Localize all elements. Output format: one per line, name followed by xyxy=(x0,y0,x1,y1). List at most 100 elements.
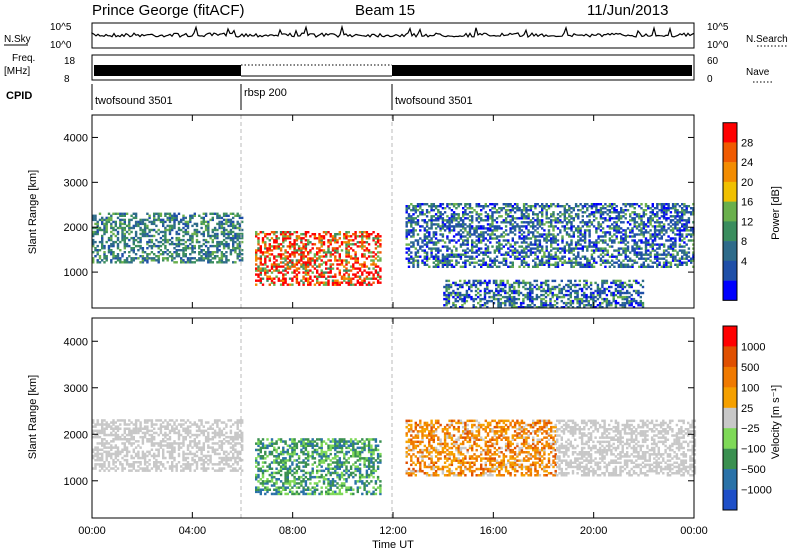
echo-cell xyxy=(379,267,381,269)
echo-cell xyxy=(524,284,526,286)
echo-cell xyxy=(568,219,570,221)
echo-cell xyxy=(148,257,150,259)
echo-cell xyxy=(625,264,627,266)
echo-cell xyxy=(550,264,552,266)
echo-cell xyxy=(437,256,439,258)
echo-cell xyxy=(309,276,311,278)
echo-cell xyxy=(595,211,597,213)
echo-cell xyxy=(552,219,554,221)
echo-cell xyxy=(323,231,325,233)
echo-cell xyxy=(103,223,105,225)
echo-cell xyxy=(269,284,271,286)
echo-cell xyxy=(435,227,437,229)
echo-cell xyxy=(314,259,316,261)
echo-cell xyxy=(489,258,491,260)
echo-cell xyxy=(171,215,173,217)
echo-cell xyxy=(600,207,602,209)
echo-cell xyxy=(640,300,642,302)
echo-cell xyxy=(370,284,372,286)
echo-cell xyxy=(350,239,352,241)
echo-cell xyxy=(521,229,523,231)
echo-cell xyxy=(476,239,478,241)
echo-cell xyxy=(451,264,453,266)
echo-cell xyxy=(305,278,307,280)
echo-cell xyxy=(518,290,520,292)
echo-cell xyxy=(255,284,257,286)
echo-cell xyxy=(588,229,590,231)
echo-cell xyxy=(489,233,491,235)
echo-cell xyxy=(631,260,633,262)
echo-cell xyxy=(462,254,464,256)
echo-cell xyxy=(266,233,268,235)
echo-cell xyxy=(155,459,157,462)
echo-cell xyxy=(507,213,509,215)
echo-cell xyxy=(539,205,541,207)
echo-cell xyxy=(424,219,426,221)
echo-cell xyxy=(561,288,563,290)
echo-cell xyxy=(110,425,112,428)
echo-cell xyxy=(158,257,160,259)
echo-cell xyxy=(652,209,654,211)
echo-cell xyxy=(616,235,618,237)
echo-cell xyxy=(289,241,291,243)
echo-cell xyxy=(316,276,318,278)
echo-cell xyxy=(567,284,569,286)
echo-cell xyxy=(171,257,173,259)
echo-cell xyxy=(167,438,169,441)
echo-cell xyxy=(495,280,497,282)
echo-cell xyxy=(636,262,638,264)
echo-cell xyxy=(577,251,579,253)
echo-cell xyxy=(354,235,356,237)
echo-cell xyxy=(537,227,539,229)
echo-cell xyxy=(153,243,155,245)
echo-cell xyxy=(618,225,620,227)
echo-cell xyxy=(379,235,381,237)
echo-cell xyxy=(110,249,112,251)
echo-cell xyxy=(607,231,609,233)
echo-cell xyxy=(433,247,435,249)
echo-cell xyxy=(549,298,551,300)
echo-cell xyxy=(375,263,377,265)
echo-cell xyxy=(608,290,610,292)
echo-cell xyxy=(609,245,611,247)
echo-cell xyxy=(539,233,541,235)
echo-cell xyxy=(117,257,119,259)
echo-cell xyxy=(180,446,182,449)
echo-cell xyxy=(532,251,534,253)
echo-cell xyxy=(189,253,191,255)
echo-cell xyxy=(318,233,320,235)
echo-cell xyxy=(146,227,148,229)
echo-cell xyxy=(298,282,300,284)
echo-cell xyxy=(509,211,511,213)
echo-cell xyxy=(567,298,569,300)
echo-cell xyxy=(658,223,660,225)
echo-cell xyxy=(488,280,490,282)
echo-cell xyxy=(652,211,654,213)
echo-cell xyxy=(611,235,613,237)
echo-cell xyxy=(505,258,507,260)
echo-cell xyxy=(451,254,453,256)
echo-cell xyxy=(237,257,239,259)
echo-cell xyxy=(545,280,547,282)
echo-cell xyxy=(419,211,421,213)
echo-cell xyxy=(445,304,447,306)
echo-cell xyxy=(182,223,184,225)
echo-cell xyxy=(284,249,286,251)
velocity-echoes xyxy=(92,419,696,495)
echo-cell xyxy=(151,235,153,237)
echo-cell xyxy=(564,211,566,213)
echo-cell xyxy=(606,294,608,296)
echo-cell xyxy=(602,256,604,258)
echo-cell xyxy=(321,245,323,247)
echo-cell xyxy=(557,239,559,241)
echo-cell xyxy=(590,304,592,306)
echo-cell xyxy=(633,298,635,300)
echo-cell xyxy=(262,231,264,233)
echo-cell xyxy=(291,233,293,235)
echo-cell xyxy=(164,245,166,247)
echo-cell xyxy=(439,211,441,213)
echo-cell xyxy=(552,225,554,227)
echo-cell xyxy=(548,225,550,227)
echo-cell xyxy=(309,282,311,284)
echo-cell xyxy=(160,253,162,255)
